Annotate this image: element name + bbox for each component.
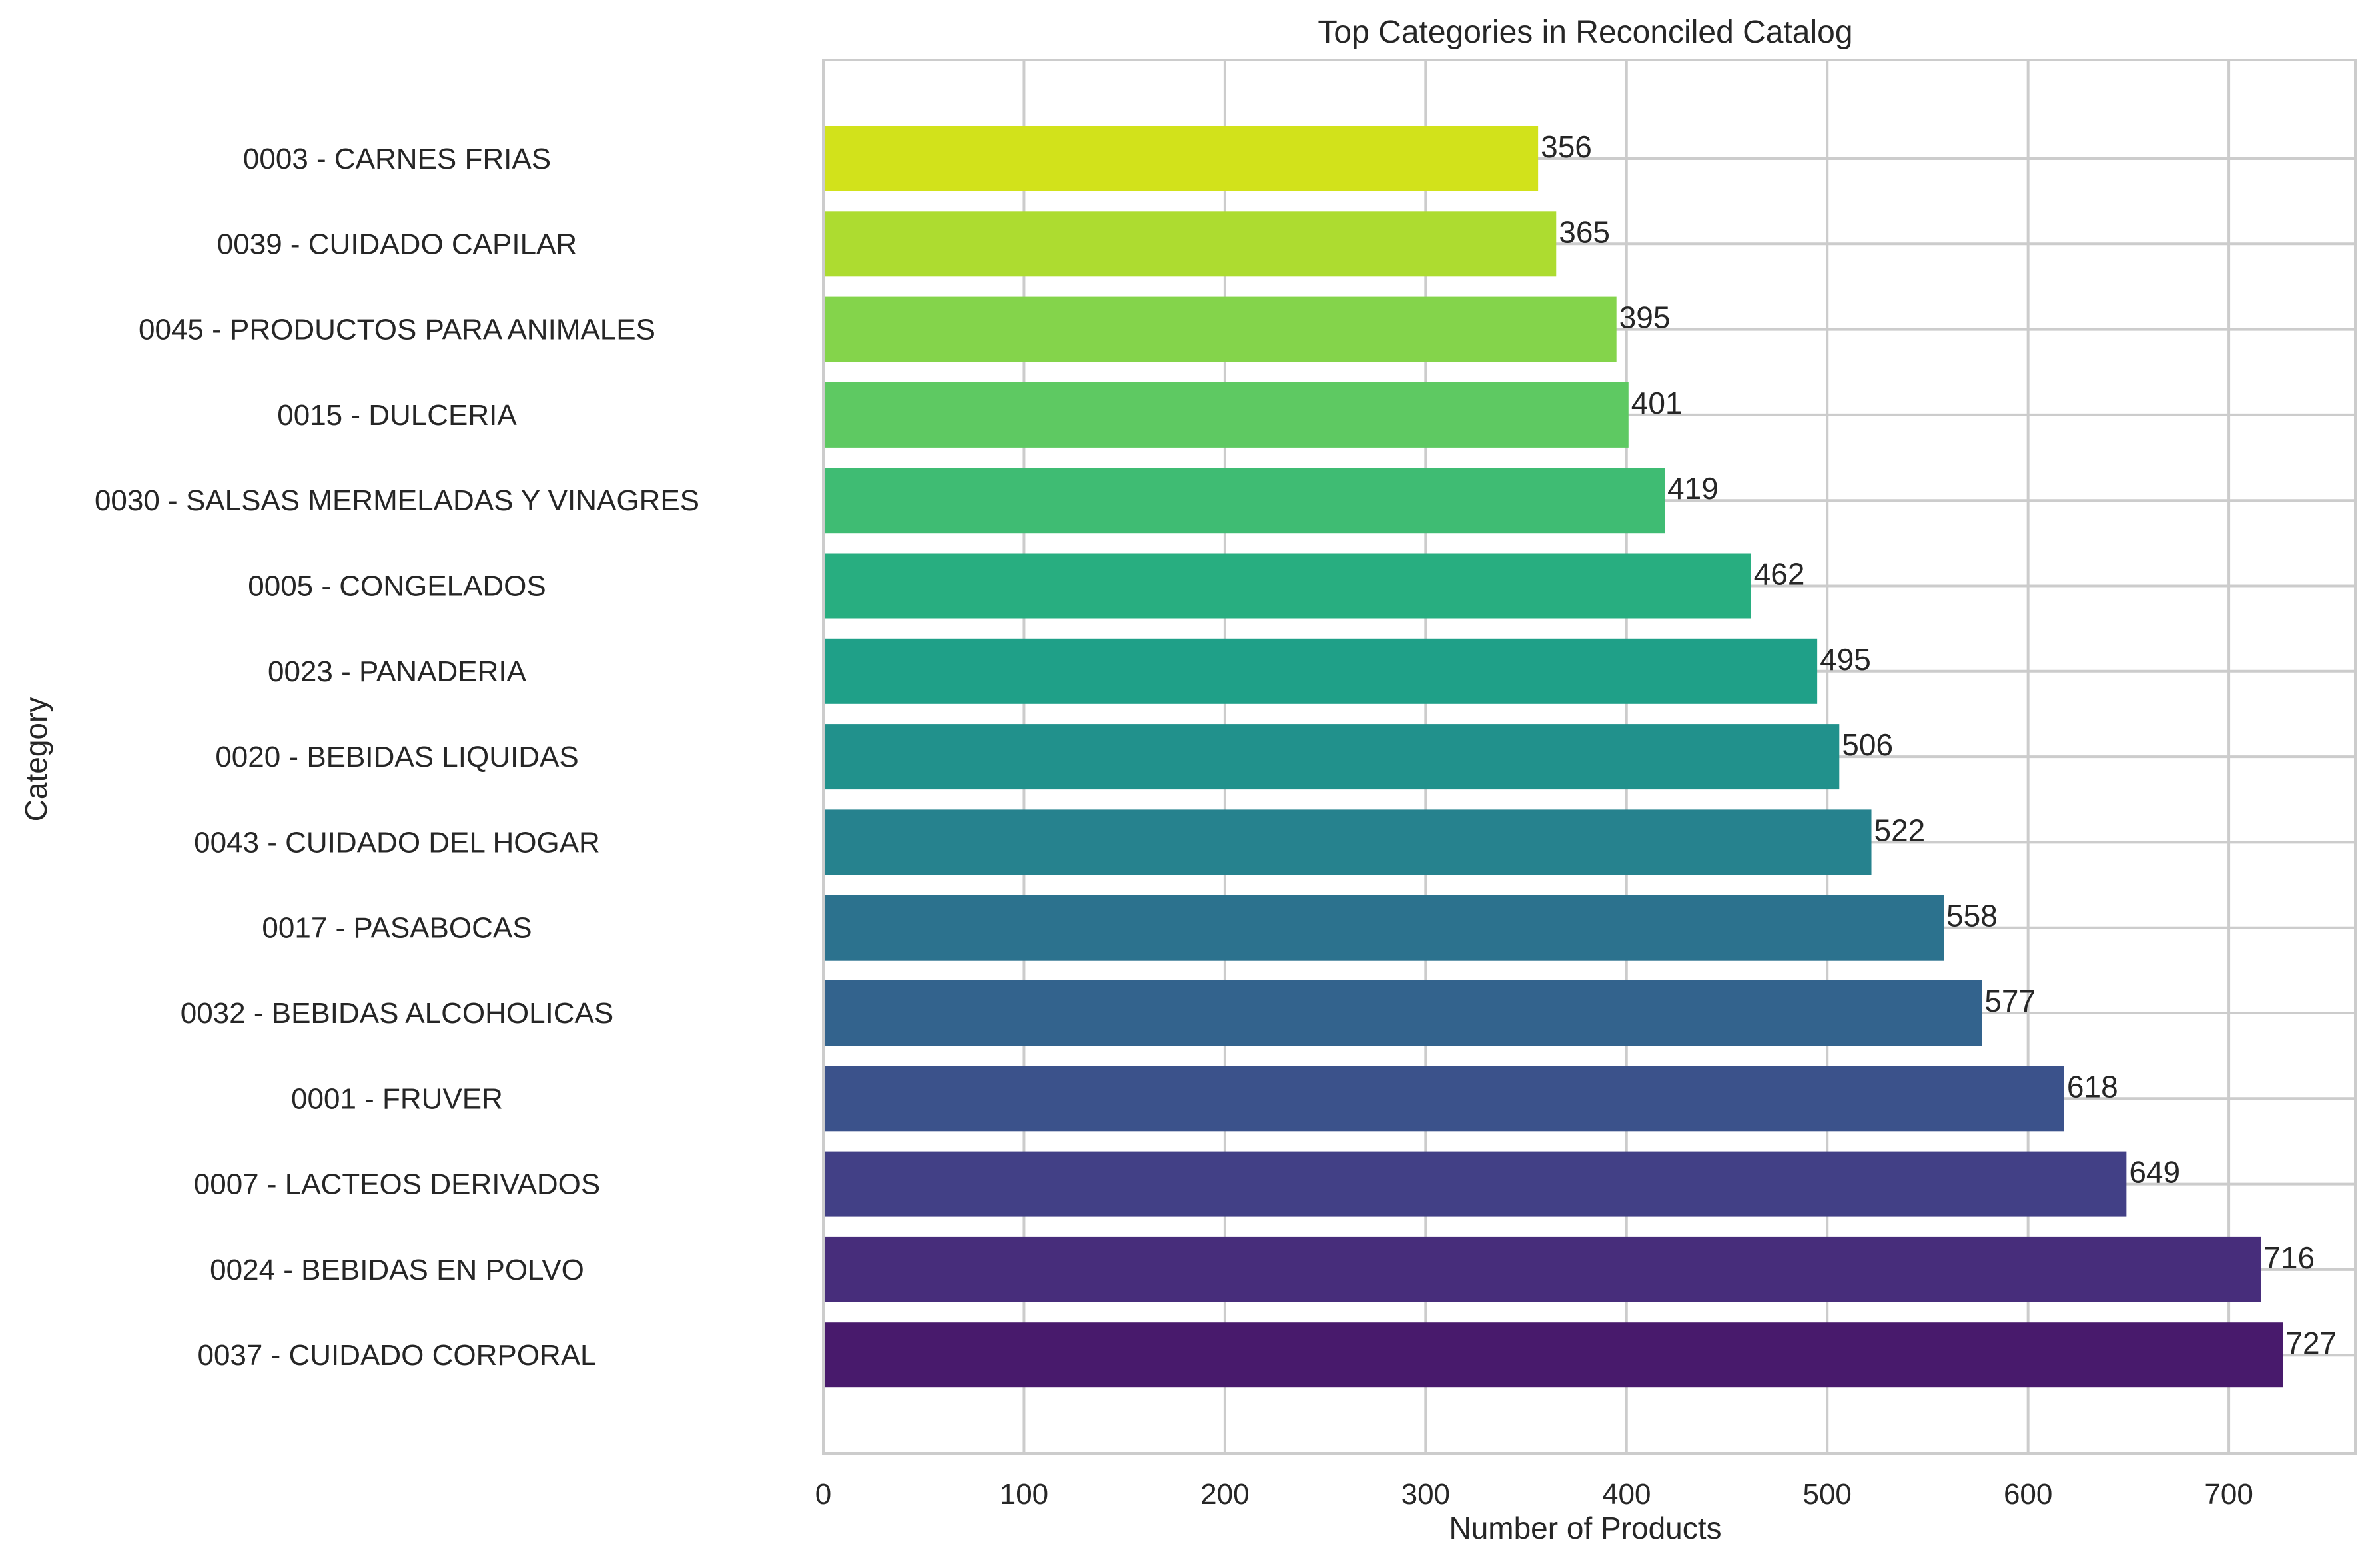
bar-value-label: 506 bbox=[1842, 727, 1893, 762]
bar-value-label: 419 bbox=[1667, 471, 1719, 506]
bar-value-label: 618 bbox=[2067, 1069, 2118, 1104]
bar-value-label: 495 bbox=[1820, 642, 1871, 677]
category-label: 0045 - PRODUCTOS PARA ANIMALES bbox=[139, 314, 655, 346]
bar-value-label: 401 bbox=[1631, 386, 1683, 420]
x-tick-label: 500 bbox=[1802, 1478, 1851, 1511]
bar bbox=[823, 468, 1665, 534]
category-label: 0023 - PANADERIA bbox=[268, 655, 527, 688]
bar bbox=[823, 553, 1751, 619]
bar bbox=[823, 895, 1944, 961]
bar bbox=[823, 211, 1557, 277]
plot-frame bbox=[822, 59, 2357, 1455]
bar-value-label: 727 bbox=[2285, 1326, 2337, 1360]
bar bbox=[823, 724, 1840, 790]
value-labels: 356 365 395 401 419 462 495 506 522 558 577 618 649 7… bbox=[1541, 129, 2337, 1360]
x-tick-label: 400 bbox=[1602, 1478, 1651, 1511]
bar bbox=[823, 980, 1982, 1046]
category-label: 0017 - PASABOCAS bbox=[262, 912, 532, 945]
bar-value-label: 395 bbox=[1619, 300, 1671, 335]
category-label: 0043 - CUIDADO DEL HOGAR bbox=[194, 826, 600, 859]
category-label: 0001 - FRUVER bbox=[291, 1082, 503, 1115]
x-tick-labels: 0 100 200 300 400 500 600 700 bbox=[815, 1478, 2253, 1511]
x-tick-label: 100 bbox=[1000, 1478, 1048, 1511]
x-tick-label: 200 bbox=[1200, 1478, 1249, 1511]
category-label: 0039 - CUIDADO CAPILAR bbox=[217, 228, 577, 260]
bar-value-label: 356 bbox=[1541, 129, 1592, 164]
bar bbox=[823, 1066, 2064, 1132]
category-label: 0024 - BEBIDAS EN POLVO bbox=[210, 1254, 584, 1286]
x-tick-label: 700 bbox=[2204, 1478, 2253, 1511]
bar bbox=[823, 1322, 2283, 1388]
bar bbox=[823, 296, 1617, 362]
category-label: 0020 - BEBIDAS LIQUIDAS bbox=[215, 741, 578, 773]
bar bbox=[823, 1236, 2261, 1302]
bar-value-label: 365 bbox=[1559, 214, 1610, 249]
bars bbox=[823, 126, 2283, 1388]
y-axis-title: Category bbox=[19, 697, 53, 822]
bar-value-label: 716 bbox=[2263, 1240, 2315, 1275]
bar-value-label: 522 bbox=[1874, 813, 1926, 847]
category-label: 0032 - BEBIDAS ALCOHOLICAS bbox=[181, 997, 614, 1030]
bar bbox=[823, 382, 1629, 448]
category-labels: 0003 - CARNES FRIAS 0039 - CUIDADO CAPILA… bbox=[95, 143, 699, 1372]
chart-title: Top Categories in Reconciled Catalog bbox=[1318, 15, 1852, 50]
category-label: 0037 - CUIDADO CORPORAL bbox=[197, 1339, 596, 1372]
category-label: 0005 - CONGELADOS bbox=[248, 570, 546, 603]
bar-value-label: 649 bbox=[2129, 1155, 2180, 1190]
category-label: 0007 - LACTEOS DERIVADOS bbox=[194, 1168, 601, 1201]
bar-value-label: 462 bbox=[1754, 557, 1805, 591]
x-tick-label: 0 bbox=[815, 1478, 831, 1511]
bar-value-label: 577 bbox=[1984, 984, 2036, 1018]
x-tick-label: 600 bbox=[2004, 1478, 2052, 1511]
bar bbox=[823, 809, 1872, 875]
x-tick-label: 300 bbox=[1401, 1478, 1450, 1511]
bar bbox=[823, 126, 1539, 191]
bar bbox=[823, 1151, 2127, 1217]
category-label: 0003 - CARNES FRIAS bbox=[243, 143, 551, 175]
x-axis-title: Number of Products bbox=[1449, 1511, 1721, 1545]
category-label: 0015 - DULCERIA bbox=[277, 399, 517, 432]
category-label: 0030 - SALSAS MERMELADAS Y VINAGRES bbox=[95, 484, 699, 517]
bar-value-label: 558 bbox=[1946, 899, 1998, 933]
bar bbox=[823, 638, 1818, 704]
